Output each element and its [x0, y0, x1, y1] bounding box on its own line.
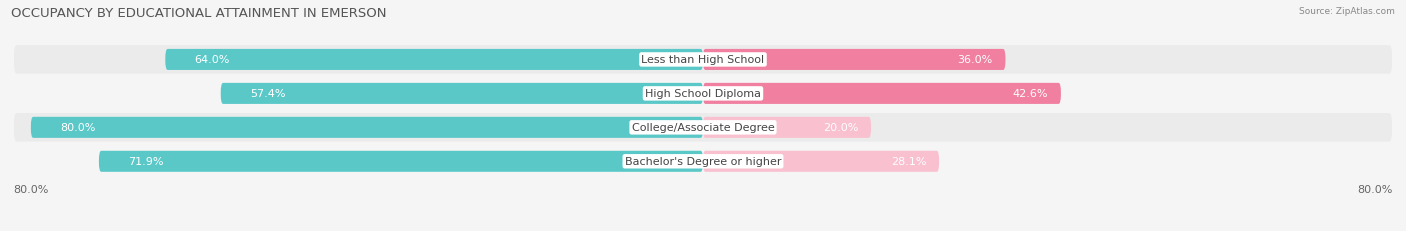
Text: 36.0%: 36.0%	[957, 55, 993, 65]
Text: 64.0%: 64.0%	[194, 55, 231, 65]
Text: 71.9%: 71.9%	[128, 157, 165, 167]
Text: 28.1%: 28.1%	[891, 157, 927, 167]
FancyBboxPatch shape	[166, 50, 703, 71]
Text: Bachelor's Degree or higher: Bachelor's Degree or higher	[624, 157, 782, 167]
Text: High School Diploma: High School Diploma	[645, 89, 761, 99]
Text: 80.0%: 80.0%	[60, 123, 96, 133]
FancyBboxPatch shape	[14, 46, 1392, 74]
FancyBboxPatch shape	[703, 117, 872, 138]
Text: Source: ZipAtlas.com: Source: ZipAtlas.com	[1299, 7, 1395, 16]
FancyBboxPatch shape	[221, 83, 703, 104]
FancyBboxPatch shape	[14, 147, 1392, 176]
FancyBboxPatch shape	[14, 80, 1392, 108]
Text: 57.4%: 57.4%	[250, 89, 285, 99]
Text: College/Associate Degree: College/Associate Degree	[631, 123, 775, 133]
FancyBboxPatch shape	[703, 83, 1062, 104]
Text: 20.0%: 20.0%	[823, 123, 859, 133]
FancyBboxPatch shape	[31, 117, 703, 138]
FancyBboxPatch shape	[703, 151, 939, 172]
Text: OCCUPANCY BY EDUCATIONAL ATTAINMENT IN EMERSON: OCCUPANCY BY EDUCATIONAL ATTAINMENT IN E…	[11, 7, 387, 20]
FancyBboxPatch shape	[703, 50, 1005, 71]
Text: 42.6%: 42.6%	[1012, 89, 1049, 99]
Text: Less than High School: Less than High School	[641, 55, 765, 65]
FancyBboxPatch shape	[98, 151, 703, 172]
FancyBboxPatch shape	[14, 114, 1392, 142]
